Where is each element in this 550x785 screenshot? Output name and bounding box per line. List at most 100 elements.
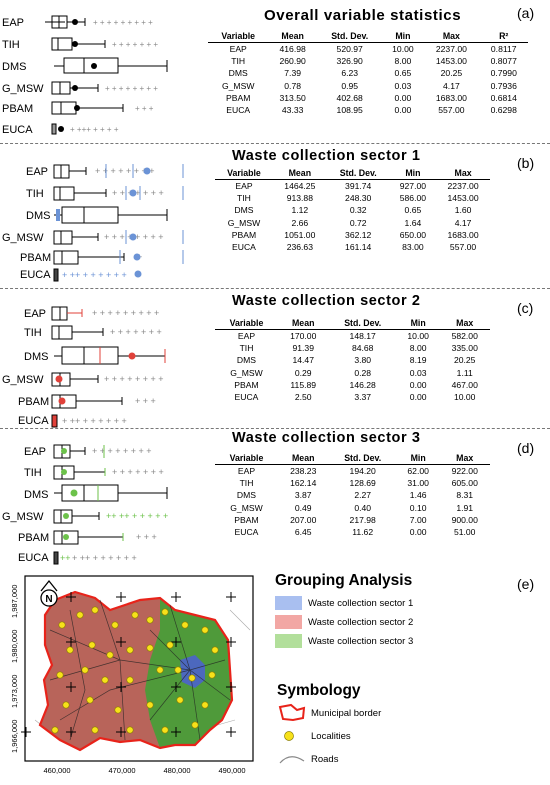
cell: TIH [239,343,254,354]
cell: 557.00 [449,242,477,253]
cell: 248.30 [345,193,372,204]
cell: PBAM [234,379,259,390]
col-header: Min [396,316,440,330]
table-row: DMS 3.87 2.27 1.46 8.31 [215,489,490,501]
var-label-gmsw: G_MSW [2,83,44,95]
table-row: EAP 238.23 194.20 62.00 922.00 [215,465,490,478]
cell: 20.25 [453,355,476,366]
cell: 0.28 [354,367,372,378]
table-row: G_MSW 0.49 0.40 0.10 1.91 [215,502,490,514]
cell: 2.66 [291,217,309,228]
table-row: EUCA 2.50 3.37 0.00 10.00 [215,391,490,403]
svg-text:PBAM: PBAM [18,396,49,408]
cell: 83.00 [402,242,424,253]
stats-table: Variable Mean Std. Dev. Min Max EAP 170.0… [215,316,490,403]
map: N 1,987,000 1,980,000 1,973,000 1,966,00… [10,575,254,775]
col-header: Variable [208,29,269,43]
cell: 0.49 [294,502,312,513]
boxplot-sector-2: EAP + + + + + + + + + TIH + + + + + + + … [2,306,166,428]
table-row: DMS 7.39 6.23 0.65 20.25 0.7990 [208,67,528,79]
table-row: PBAM 207.00 217.98 7.00 900.00 [215,514,490,526]
table-row: EAP 170.00 148.17 10.00 582.00 [215,330,490,343]
svg-text:G_MSW: G_MSW [2,374,44,386]
cell: 8.19 [409,355,427,366]
cell: 108.95 [336,105,363,116]
cell: G_MSW [221,80,255,91]
legend-label: Roads [311,753,339,765]
cell: 0.65 [394,68,412,79]
cell: 162.14 [290,478,317,489]
legend-label: Waste collection sector 2 [308,616,414,628]
cell: 170.00 [290,331,317,342]
cell: 1.91 [456,502,474,513]
cell: TIH [239,478,254,489]
panel-title: Waste collection sector 3 [232,430,421,446]
cell: 3.87 [294,490,312,501]
cell: 11.62 [352,527,374,538]
cell: 0.00 [394,105,412,116]
panel-label: (e) [517,576,535,592]
svg-text:++ ++ + + + + +: ++ ++ + + + + + [106,511,168,521]
svg-text:DMS: DMS [24,351,48,363]
cell: 1.60 [454,205,472,216]
cell: 0.6814 [490,92,517,103]
x-tick: 490,000 [218,766,245,775]
symbology-title: Symbology [277,682,361,699]
north-label: N [45,594,52,605]
cell: 557.00 [438,105,465,116]
cell: 1.12 [291,205,309,216]
cell: 0.8117 [490,44,517,55]
cell: 238.23 [290,466,317,477]
svg-text:TIH: TIH [26,188,44,200]
legend-item-roads: Roads [277,751,338,767]
cell: 8.00 [409,343,427,354]
svg-text:+ + + + + + +: + + + + + + + [112,467,164,477]
x-tick: 470,000 [108,766,135,775]
cell: 0.00 [409,527,427,538]
col-header: Variable [215,316,278,330]
table-row: G_MSW 2.66 0.72 1.64 4.17 [215,217,490,229]
cell: 0.7990 [490,68,517,79]
legend-item-border: Municipal border [277,703,381,723]
table-row: EUCA 43.33 108.95 0.00 557.00 0.6298 [208,104,528,116]
legend-item-localities: Localities [277,728,351,744]
cell: 194.20 [349,466,376,477]
cell: 2.50 [294,392,312,403]
col-header: Max [439,316,490,330]
cell: 62.00 [407,466,429,477]
cell: EUCA [232,242,256,253]
cell: 43.33 [281,105,304,116]
cell: 146.28 [349,379,376,390]
svg-text:+ + + + + + + + +: + + + + + + + + + [92,308,159,318]
legend-label: Municipal border [311,707,382,719]
table-row: TIH 91.39 84.68 8.00 335.00 [215,342,490,354]
cell: PBAM [234,514,259,525]
localities [51,606,219,734]
cell: 10.00 [453,392,476,403]
cell: 0.29 [294,367,312,378]
cell: 0.8077 [490,56,517,67]
svg-text:+ + + + + + + + +: + + + + + + + + + [93,18,153,27]
svg-text:TIH: TIH [24,327,42,339]
cell: 0.32 [349,205,367,216]
cell: 207.00 [290,514,317,525]
table-row: TIH 162.14 128.69 31.00 605.00 [215,477,490,489]
table-row: EAP 416.98 520.97 10.00 2237.00 0.8117 [208,43,528,56]
svg-text:EUCA: EUCA [18,552,49,564]
col-header: Max [439,451,490,465]
cell: 586.00 [399,193,427,204]
col-header: Min [396,451,440,465]
swatch-sector-1 [275,596,302,610]
cell: 7.39 [284,68,302,79]
var-label-pbam: PBAM [2,103,33,115]
cell: TIH [237,193,251,204]
cell: G_MSW [230,367,263,378]
panel-label: (d) [517,440,535,456]
cell: 8.00 [394,56,412,67]
col-header: Mean [277,316,329,330]
table-row: G_MSW 0.29 0.28 0.03 1.11 [215,367,490,379]
col-header: R² [479,29,528,43]
legend-item-sector-3: Waste collection sector 3 [275,634,413,648]
cell: 6.45 [294,527,312,538]
cell: 1.64 [404,217,422,228]
